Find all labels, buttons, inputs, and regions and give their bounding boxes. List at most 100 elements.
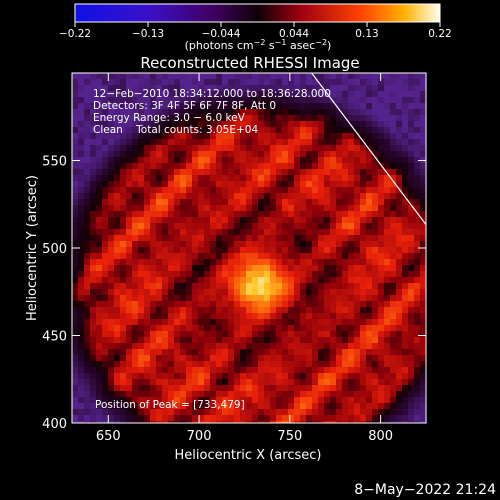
heatmap-cell bbox=[114, 331, 120, 337]
heatmap-cell bbox=[216, 193, 222, 199]
heatmap-cell bbox=[168, 187, 174, 193]
heatmap-cell bbox=[204, 229, 210, 235]
heatmap-cell bbox=[330, 379, 336, 385]
heatmap-cell bbox=[318, 265, 324, 271]
heatmap-cell bbox=[198, 91, 204, 97]
heatmap-cell bbox=[90, 271, 96, 277]
heatmap-cell bbox=[354, 151, 360, 157]
heatmap-cell bbox=[132, 145, 138, 151]
heatmap-cell bbox=[414, 193, 420, 199]
heatmap-cell bbox=[198, 241, 204, 247]
heatmap-cell bbox=[396, 391, 402, 397]
heatmap-cell bbox=[282, 289, 288, 295]
heatmap-cell bbox=[180, 373, 186, 379]
heatmap-cell bbox=[324, 253, 330, 259]
heatmap-cell bbox=[162, 307, 168, 313]
heatmap-cell bbox=[390, 343, 396, 349]
heatmap-cell bbox=[324, 247, 330, 253]
heatmap-cell bbox=[270, 85, 276, 91]
heatmap-cell bbox=[372, 175, 378, 181]
heatmap-cell bbox=[114, 403, 120, 409]
heatmap-cell bbox=[72, 361, 78, 367]
heatmap-cell bbox=[324, 97, 330, 103]
heatmap-cell bbox=[276, 181, 282, 187]
heatmap-cell bbox=[126, 133, 132, 139]
heatmap-cell bbox=[228, 181, 234, 187]
heatmap-cell bbox=[240, 85, 246, 91]
heatmap-cell bbox=[234, 241, 240, 247]
heatmap-cell bbox=[360, 151, 366, 157]
heatmap-cell bbox=[168, 283, 174, 289]
heatmap-cell bbox=[336, 217, 342, 223]
chart-title: Reconstructed RHESSI Image bbox=[140, 54, 359, 72]
heatmap-cell bbox=[144, 289, 150, 295]
heatmap-cell bbox=[324, 241, 330, 247]
heatmap-cell bbox=[228, 85, 234, 91]
heatmap-cell bbox=[348, 313, 354, 319]
heatmap-cell bbox=[216, 355, 222, 361]
heatmap-cell bbox=[180, 133, 186, 139]
heatmap-cell bbox=[366, 109, 372, 115]
heatmap-cell bbox=[384, 109, 390, 115]
heatmap-cell bbox=[84, 391, 90, 397]
heatmap-cell bbox=[402, 391, 408, 397]
heatmap-cell bbox=[306, 361, 312, 367]
heatmap-cell bbox=[294, 415, 300, 421]
heatmap-cell bbox=[204, 253, 210, 259]
heatmap-cell bbox=[378, 379, 384, 385]
heatmap-cell bbox=[330, 139, 336, 145]
heatmap-cell bbox=[162, 301, 168, 307]
heatmap-cell bbox=[192, 193, 198, 199]
heatmap-cell bbox=[240, 277, 246, 283]
heatmap-cell bbox=[234, 115, 240, 121]
heatmap-cell bbox=[180, 265, 186, 271]
heatmap-cell bbox=[378, 295, 384, 301]
heatmap-cell bbox=[384, 241, 390, 247]
heatmap-cell bbox=[402, 181, 408, 187]
heatmap-cell bbox=[72, 193, 78, 199]
heatmap-cell bbox=[354, 415, 360, 421]
heatmap-cell bbox=[378, 181, 384, 187]
heatmap-cell bbox=[222, 379, 228, 385]
heatmap-cell bbox=[204, 277, 210, 283]
heatmap-cell bbox=[402, 229, 408, 235]
heatmap-cell bbox=[84, 409, 90, 415]
heatmap-cell bbox=[210, 79, 216, 85]
heatmap-cell bbox=[384, 79, 390, 85]
heatmap-cell bbox=[84, 199, 90, 205]
heatmap-cell bbox=[414, 127, 420, 133]
heatmap-cell bbox=[342, 415, 348, 421]
heatmap-cell bbox=[288, 337, 294, 343]
heatmap-cell bbox=[354, 391, 360, 397]
heatmap-cell bbox=[396, 259, 402, 265]
heatmap-cell bbox=[162, 151, 168, 157]
heatmap-cell bbox=[288, 205, 294, 211]
heatmap-cell bbox=[132, 127, 138, 133]
heatmap-cell bbox=[90, 211, 96, 217]
heatmap-cell bbox=[372, 157, 378, 163]
heatmap-cell bbox=[198, 187, 204, 193]
heatmap-cell bbox=[306, 295, 312, 301]
heatmap-cell bbox=[114, 97, 120, 103]
heatmap-cell bbox=[270, 343, 276, 349]
footer-date: 8−May−2022 21:24 bbox=[354, 482, 496, 498]
heatmap-cell bbox=[222, 187, 228, 193]
heatmap-cell bbox=[216, 211, 222, 217]
heatmap-cell bbox=[150, 373, 156, 379]
heatmap-cell bbox=[264, 253, 270, 259]
heatmap-cell bbox=[270, 133, 276, 139]
heatmap-cell bbox=[234, 121, 240, 127]
heatmap-cell bbox=[378, 349, 384, 355]
x-axis-label: Heliocentric X (arcsec) bbox=[175, 448, 322, 463]
heatmap-cell bbox=[306, 235, 312, 241]
heatmap-cell bbox=[240, 157, 246, 163]
heatmap-cell bbox=[72, 349, 78, 355]
heatmap-cell bbox=[114, 319, 120, 325]
heatmap-cell bbox=[222, 163, 228, 169]
heatmap-cell bbox=[294, 403, 300, 409]
heatmap-cell bbox=[264, 355, 270, 361]
heatmap-cell bbox=[90, 355, 96, 361]
heatmap-cell bbox=[228, 115, 234, 121]
heatmap-cell bbox=[132, 415, 138, 421]
heatmap-cell bbox=[168, 373, 174, 379]
